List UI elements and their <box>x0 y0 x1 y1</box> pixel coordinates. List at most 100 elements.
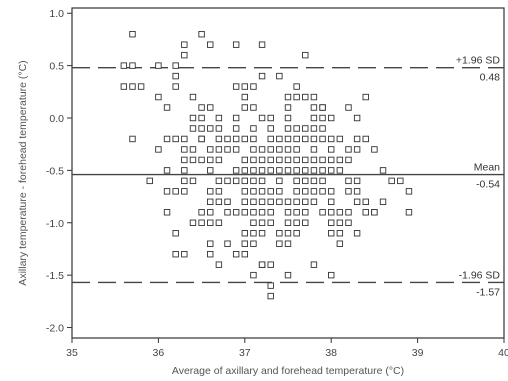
data-point <box>232 167 240 174</box>
data-point <box>155 93 162 101</box>
data-point <box>310 146 318 153</box>
data-point <box>319 156 326 164</box>
data-point <box>250 198 257 206</box>
data-point <box>310 104 318 111</box>
data-point <box>293 230 300 237</box>
data-point <box>310 188 318 195</box>
mean-value: -0.54 <box>476 179 500 191</box>
data-point <box>267 167 274 174</box>
data-point <box>189 125 197 132</box>
data-point <box>345 146 352 153</box>
data-point <box>232 41 240 48</box>
x-tick-label: 39 <box>412 347 424 359</box>
data-point <box>232 83 240 90</box>
data-point <box>362 209 369 216</box>
data-point <box>319 177 326 185</box>
data-point <box>232 177 240 185</box>
data-point <box>198 219 205 226</box>
data-point <box>267 146 274 153</box>
data-point <box>207 219 214 226</box>
lower-limit-value: -1.57 <box>476 286 500 298</box>
data-point <box>328 114 335 122</box>
data-point <box>250 230 257 237</box>
data-point <box>345 188 352 195</box>
data-point <box>293 93 300 101</box>
data-point <box>224 146 231 153</box>
data-point <box>267 219 274 226</box>
data-point <box>207 104 214 111</box>
data-point <box>207 240 214 247</box>
data-point <box>293 177 300 185</box>
data-point <box>328 167 335 174</box>
data-point <box>215 261 223 268</box>
data-point <box>155 62 162 69</box>
data-point <box>207 125 214 132</box>
reference-lines: +1.96 SD 0.48 Mean -0.54 -1.96 SD -1.57 <box>72 55 504 298</box>
data-point <box>310 198 318 206</box>
data-point <box>397 177 404 185</box>
x-tick-label: 37 <box>239 347 251 359</box>
x-axis-label: Average of axillary and forehead tempera… <box>172 365 404 377</box>
data-point <box>258 177 266 185</box>
data-point <box>215 219 223 226</box>
data-point <box>241 198 249 206</box>
data-point <box>250 240 257 247</box>
data-point <box>207 146 214 153</box>
data-point <box>120 62 128 69</box>
data-point <box>276 198 283 206</box>
data-point <box>405 209 413 216</box>
data-point <box>302 167 309 174</box>
data-point <box>353 198 361 206</box>
data-point <box>250 177 257 185</box>
data-point <box>310 114 318 122</box>
data-point <box>250 125 257 132</box>
y-axis: -2.0 -1.5 -1.0 -0.5 0.0 0.5 1.0 <box>46 8 72 335</box>
data-point <box>258 41 266 48</box>
data-point <box>293 167 300 174</box>
data-point <box>353 177 361 185</box>
data-point <box>155 146 162 153</box>
data-point <box>328 188 335 195</box>
data-point <box>293 209 300 216</box>
data-point <box>405 188 413 195</box>
data-point <box>189 177 197 185</box>
data-point <box>207 198 214 206</box>
data-point <box>250 135 257 143</box>
data-point <box>345 177 352 185</box>
data-point <box>267 125 274 132</box>
data-point <box>310 167 318 174</box>
data-point <box>328 230 335 237</box>
data-point <box>371 146 378 153</box>
data-point <box>241 93 249 101</box>
data-point <box>189 219 197 226</box>
data-point <box>137 83 145 90</box>
data-point <box>345 209 352 216</box>
data-point <box>302 209 309 216</box>
data-point <box>293 156 300 164</box>
data-point <box>250 219 257 226</box>
data-point <box>284 114 292 122</box>
data-point <box>215 114 223 122</box>
data-point <box>284 167 292 174</box>
data-point <box>379 167 387 174</box>
data-point <box>250 146 257 153</box>
data-point <box>129 83 136 90</box>
data-point <box>379 198 387 206</box>
data-point <box>232 135 240 143</box>
data-point <box>293 219 300 226</box>
data-point <box>284 156 292 164</box>
data-point <box>250 188 257 195</box>
data-point <box>293 188 300 195</box>
data-point <box>258 146 266 153</box>
data-point <box>310 156 318 164</box>
data-point <box>172 230 179 237</box>
data-point <box>189 93 197 101</box>
data-point <box>207 167 214 174</box>
data-point <box>207 250 214 258</box>
y-tick-label: 0.5 <box>49 61 64 73</box>
data-point <box>241 156 249 164</box>
data-point <box>241 177 249 185</box>
data-point <box>198 156 205 164</box>
data-point <box>284 219 292 226</box>
data-point <box>198 30 205 38</box>
